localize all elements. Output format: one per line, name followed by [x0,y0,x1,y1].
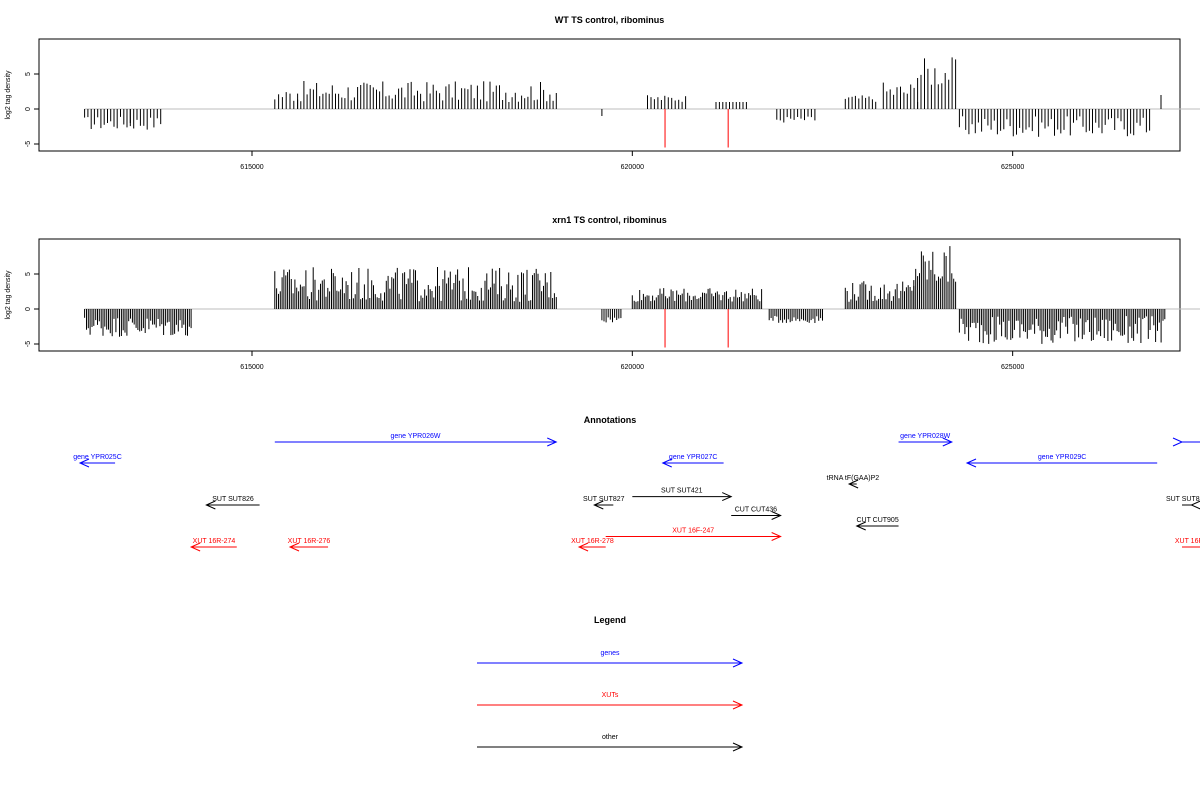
arrow-head [965,458,977,468]
annotation-label: gene YPR025C [73,454,122,461]
annotation-label: SUT SUT827 [583,496,625,503]
arrow-head [732,700,744,710]
arrow-head [771,511,782,520]
annotation-label: CUT CUT905 [856,517,898,524]
y-tick-label: 0 [25,307,32,311]
x-tick-label: 625000 [1001,164,1024,171]
arrow-head [189,542,201,552]
y-tick-label: 5 [25,72,32,76]
legend-item: genes [477,650,744,668]
arrow-head [593,500,604,510]
arrow-head [732,742,744,752]
arrow-head [547,437,558,447]
annotation-arrow: tRNA tF(GAA)P2 [827,475,880,489]
annotation-arrow: CUT CUT436 [731,507,782,520]
annotation-label: gene YPR026W [390,433,440,440]
legend-label: other [602,734,619,741]
arrow-head [1172,437,1184,447]
arrow-head [771,532,782,541]
x-tick-label: 625000 [1001,364,1024,371]
y-axis-label: log2 tag density [5,270,12,320]
arrow-head [661,458,672,468]
y-tick-label: -5 [25,341,32,347]
annotation-arrow: gene YPR027C [661,454,724,468]
arrow-head [942,437,954,447]
annotation-arrow: XUT 16F-247 [605,528,782,541]
plot-frame [38,38,1181,152]
x-tick-label: 615000 [240,364,263,371]
annotation-arrow [1172,437,1200,447]
arrow-head [577,542,589,552]
legend-item: XUTs [477,692,744,710]
annotation-label: SUT SUT826 [212,496,254,503]
annotation-arrow: CUT CUT905 [855,517,899,531]
annotation-arrow: gene YPR026W [274,433,558,447]
annotation-arrow: SUT SUT828 [1166,496,1200,510]
annotation-label: XUT 16R-274 [193,538,236,545]
arrow-head [288,542,300,552]
annotation-arrow: XUT 16R-274 [189,538,237,552]
annotation-label: XUT 16R-278 [571,538,614,545]
wt-tag-density-panel: WT TS control, ribominus log2 tag densit… [5,15,1200,171]
annotation-label: CUT CUT436 [735,507,777,514]
annotation-arrow: gene YPR025C [73,454,122,468]
y-axis-label: log2 tag density [5,70,12,120]
annotation-arrow: gene YPR029C [965,454,1158,468]
y-tick-label: 5 [25,272,32,276]
legend-label: XUTs [602,692,619,699]
annotation-label: XUT 16R-276 [288,538,331,545]
arrow-head [847,479,859,489]
arrow-head [205,500,216,510]
x-tick-label: 615000 [240,164,263,171]
legend-title: Legend [594,615,626,625]
arrow-head [1190,500,1200,510]
annotation-arrow: XUT 16R-278 [571,538,614,552]
legend-label: genes [600,650,620,657]
annotation-arrow: gene YPR028W [898,433,954,447]
arrow-head [78,458,90,468]
tag-density-bars: -5 0 5 615000 620000 625000 [25,238,1200,371]
annotation-arrow: SUT SUT421 [632,488,733,502]
y-tick-label: -5 [25,141,32,147]
annotation-features: gene YPR025C gene YPR026W gene YPR027C gene… [73,433,1200,552]
arrow-head [855,521,866,531]
annotations-title: Annotations [584,415,637,425]
legend-item: other [477,734,744,752]
annotation-arrow: XUT 16R-276 [288,538,331,552]
legend: Legend genes XUTs other [477,615,744,752]
annotation-label: tRNA tF(GAA)P2 [827,475,880,482]
annotation-label: SUT SUT421 [661,488,703,495]
annotation-label: SUT SUT828 [1166,496,1200,503]
legend-items: genes XUTs other [477,650,744,752]
panel-title: xrn1 TS control, ribominus [552,215,667,225]
annotation-arrow: SUT SUT826 [205,496,260,510]
x-tick-label: 620000 [621,364,644,371]
annotation-label: gene YPR029C [1038,454,1087,461]
x-tick-label: 620000 [621,164,644,171]
annotation-arrow: SUT SUT827 [583,496,625,510]
annotation-arrow: XUT 16R-283 [1175,538,1200,548]
y-tick-label: 0 [25,107,32,111]
xrn1-tag-density-panel: xrn1 TS control, ribominus log2 tag dens… [5,215,1200,371]
plot-frame [38,238,1181,352]
annotation-label: gene YPR027C [669,454,718,461]
annotation-label: gene YPR028W [900,433,950,440]
tag-density-bars: -5 0 5 615000 620000 625000 [25,38,1200,171]
panel-title: WT TS control, ribominus [555,15,665,25]
annotation-label: XUT 16F-247 [672,528,714,535]
arrow-head [732,658,744,668]
annotation-label: XUT 16R-283 [1175,538,1200,545]
arrow-head [722,492,733,502]
